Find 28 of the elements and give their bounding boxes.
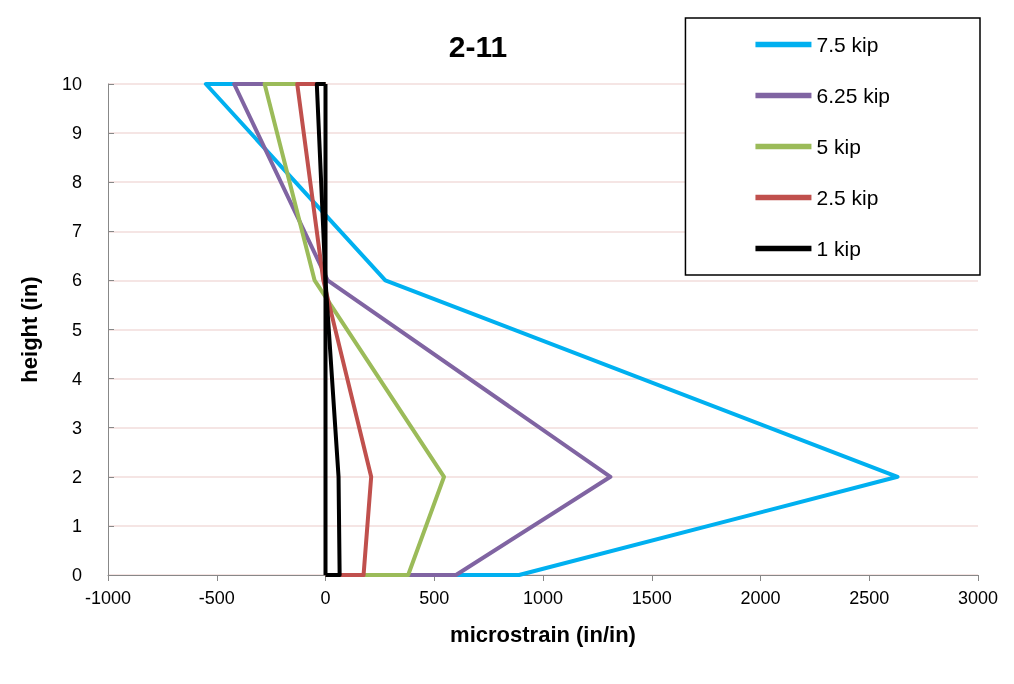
- x-tick-label: 1000: [522, 588, 564, 608]
- x-tick-label: 500: [419, 588, 450, 608]
- x-tick-label: 3000: [957, 588, 999, 608]
- y-tick-label: 3: [71, 417, 82, 438]
- legend-label: 5 kip: [816, 135, 861, 158]
- y-tick-label: 6: [71, 270, 82, 291]
- x-tick-label: 1500: [631, 588, 672, 608]
- y-tick-label: 1: [71, 515, 82, 536]
- chart-title: 2-11: [448, 29, 508, 63]
- x-tick-label: 2000: [740, 588, 781, 608]
- y-tick-label: 4: [71, 368, 82, 389]
- y-tick-label: 9: [71, 123, 82, 144]
- legend-label: 6.25 kip: [816, 84, 891, 107]
- legend-label: 1 kip: [816, 237, 861, 260]
- legend-label: 2.5 kip: [816, 186, 879, 209]
- y-axis-title: height (in): [16, 276, 42, 383]
- x-axis-title: microstrain (in/in): [450, 621, 636, 647]
- x-tick-label: -500: [198, 588, 235, 608]
- legend-label: 7.5 kip: [816, 33, 879, 56]
- y-tick-label: 2: [71, 466, 82, 487]
- y-tick-label: 0: [71, 565, 82, 585]
- y-tick-label: 5: [71, 319, 82, 340]
- x-tick-label: 2500: [849, 588, 890, 608]
- y-tick-label: 10: [61, 74, 82, 94]
- x-tick-label: -1000: [84, 588, 132, 608]
- x-tick-label: 0: [320, 588, 331, 608]
- y-tick-label: 8: [71, 172, 82, 193]
- y-tick-label: 7: [71, 221, 82, 242]
